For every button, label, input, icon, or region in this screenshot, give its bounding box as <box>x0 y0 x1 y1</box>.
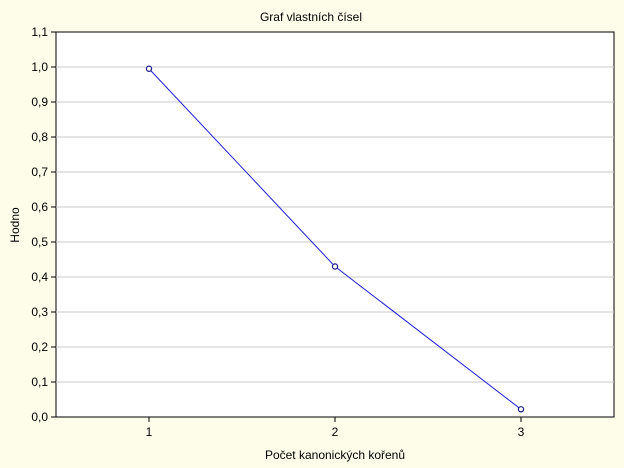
y-axis: 0,0 0,1 0,2 0,3 0,4 0,5 0,6 0,7 0,8 0,9 1,0 1,1 <box>31 25 56 424</box>
y-tick-label: 1,1 <box>31 25 48 39</box>
y-tick-label: 0,3 <box>31 305 48 319</box>
x-tick-label: 3 <box>518 425 525 439</box>
y-tick-label: 1,0 <box>31 60 48 74</box>
y-tick-label: 0,6 <box>31 200 48 214</box>
series-group <box>145 65 525 413</box>
plot-area <box>55 31 615 418</box>
x-axis-label: Počet kanonických kořenů <box>265 448 405 462</box>
y-tick-label: 0,8 <box>31 130 48 144</box>
x-axis: 1 2 3 <box>146 417 525 439</box>
chart-title: Graf vlastních čísel <box>260 10 362 24</box>
y-tick-label: 0,0 <box>31 410 48 424</box>
y-tick-label: 0,5 <box>31 235 48 249</box>
grid-lines <box>56 66 614 383</box>
data-point <box>331 263 339 270</box>
y-tick-label: 0,4 <box>31 270 48 284</box>
y-axis-label: Hodno <box>8 207 22 243</box>
y-tick-label: 0,1 <box>31 375 48 389</box>
y-tick-label: 0,9 <box>31 95 48 109</box>
data-point <box>145 65 153 72</box>
x-tick-label: 1 <box>146 425 153 439</box>
y-tick-label: 0,7 <box>31 165 48 179</box>
data-point <box>517 406 525 413</box>
x-tick-label: 2 <box>332 425 339 439</box>
y-tick-label: 0,2 <box>31 340 48 354</box>
